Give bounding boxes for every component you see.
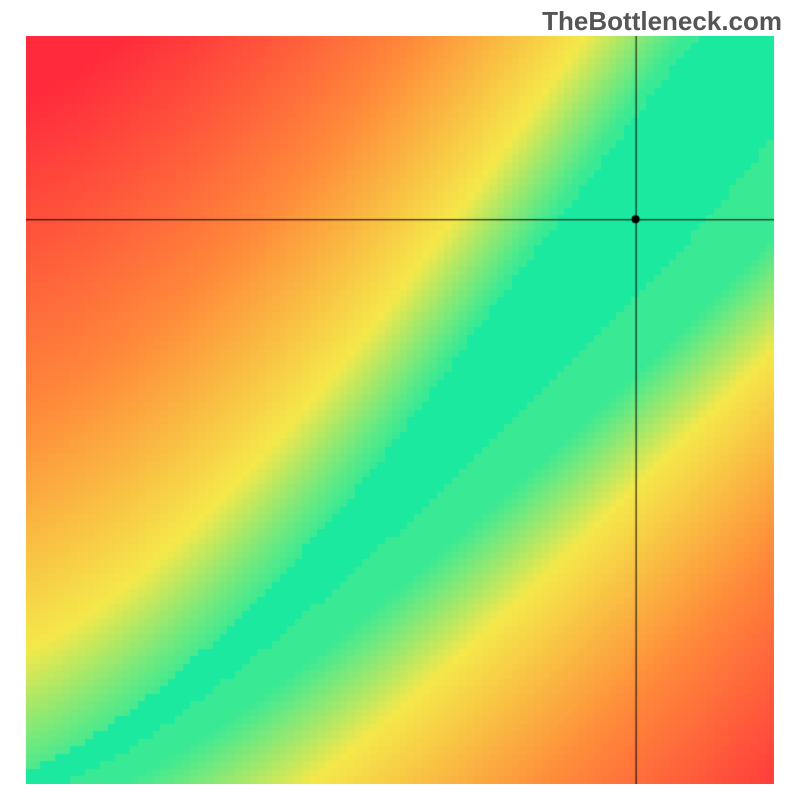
watermark-label: TheBottleneck.com	[542, 6, 782, 37]
chart-container: TheBottleneck.com	[0, 0, 800, 800]
bottleneck-heatmap	[26, 36, 774, 784]
